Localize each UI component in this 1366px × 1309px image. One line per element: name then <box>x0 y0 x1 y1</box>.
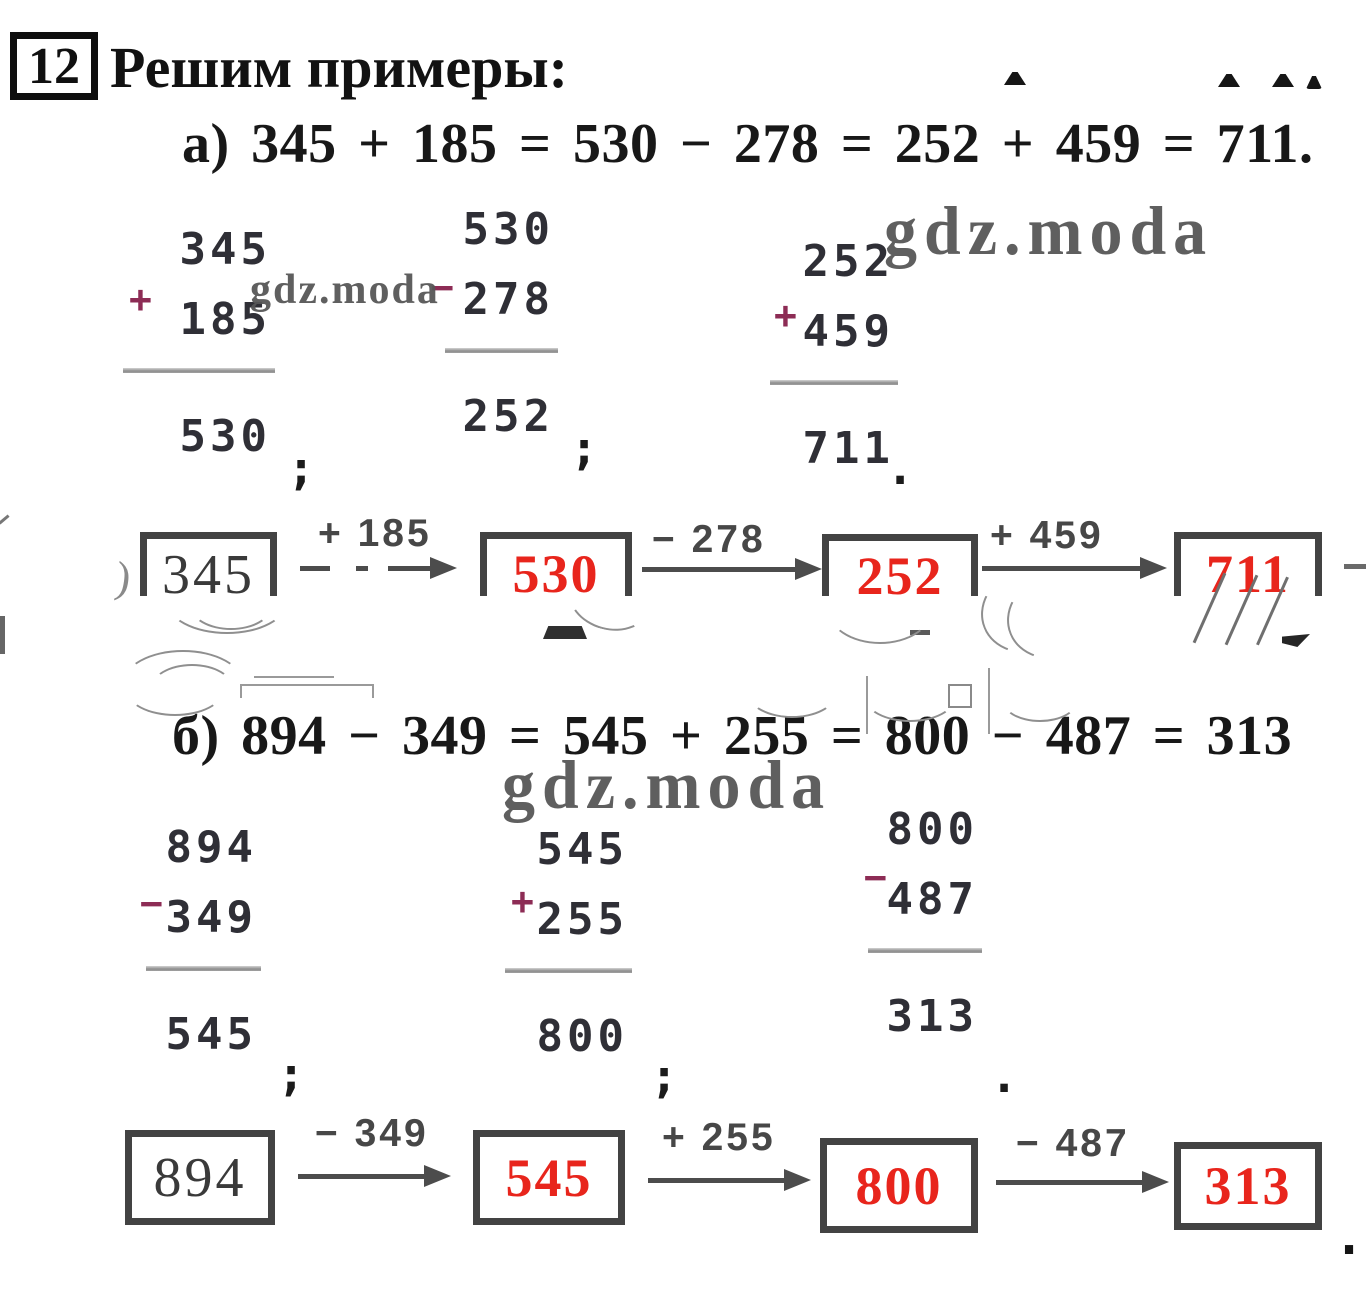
chain-op-label: + 255 <box>662 1116 776 1159</box>
scan-artifact <box>1306 76 1322 89</box>
column-calc-b1: − 894 349 545 ; <box>140 822 305 1098</box>
separator-semicolon: ; <box>277 1047 305 1101</box>
scan-artifact <box>190 582 272 630</box>
arrow-right-icon <box>642 558 822 580</box>
chain-box-start: 894 <box>125 1130 275 1225</box>
chain-value: 313 <box>1204 1156 1292 1216</box>
scan-artifact <box>1344 564 1366 569</box>
problem-number: 12 <box>28 37 80 95</box>
separator-semicolon: ; <box>570 421 598 475</box>
chain-op-label: − 349 <box>315 1112 429 1155</box>
scan-artifact <box>0 514 10 525</box>
column-result: 545 <box>165 1009 257 1060</box>
scan-artifact <box>240 684 374 686</box>
chain-value: 800 <box>855 1155 943 1216</box>
scan-artifact <box>1218 74 1240 87</box>
operand-top: 545 <box>536 824 628 875</box>
arrow-right-icon <box>648 1169 811 1191</box>
scan-artifact <box>330 562 356 574</box>
operand-bottom: 459 <box>802 306 894 357</box>
scan-artifact <box>1001 676 1079 722</box>
operand-top: 345 <box>179 224 271 275</box>
operand-bottom: 255 <box>536 894 628 945</box>
column-calc-a1: + 345 185 530 ; <box>123 224 315 491</box>
minus-operator: − <box>140 881 163 925</box>
chain-op-label: − 278 <box>652 518 766 561</box>
scan-artifact <box>150 664 234 714</box>
equals-rule <box>770 380 898 385</box>
chain-value: 545 <box>505 1147 593 1208</box>
problem-number-box: 12 <box>10 32 98 100</box>
equals-rule <box>146 966 261 971</box>
scan-artifact <box>166 568 288 634</box>
column-result: 800 <box>536 1011 628 1062</box>
scan-artifact <box>910 630 930 635</box>
equation-b: б) 894 − 349 = 545 + 255 = 800 − 487 = 3… <box>172 705 1293 767</box>
operand-bottom: 185 <box>179 294 271 345</box>
operand-top: 894 <box>165 822 257 873</box>
scan-artifact <box>988 668 990 734</box>
separator-period: . <box>990 1049 1018 1103</box>
scan-artifact <box>372 684 374 698</box>
separator-semicolon: ; <box>287 441 315 495</box>
column-calc-a3: + 252 459 711 . <box>770 236 914 491</box>
chain-box-result: 313 <box>1174 1142 1322 1230</box>
scan-artifact <box>864 672 956 722</box>
arrow-right-icon <box>982 557 1167 579</box>
plus-operator: + <box>129 277 152 321</box>
equals-rule <box>505 968 632 973</box>
column-calc-a2: − 530 278 252 ; <box>431 204 598 472</box>
column-result: 530 <box>179 411 271 462</box>
chain-op-label: + 185 <box>318 512 432 555</box>
scan-artifact <box>122 650 244 718</box>
scan-artifact <box>1272 74 1294 87</box>
arrow-right-icon <box>300 557 457 579</box>
plus-operator: + <box>511 879 534 923</box>
column-calc-b3: − 800 487 313 . <box>864 804 1018 1100</box>
scan-artifact <box>368 563 388 573</box>
operand-bottom: 349 <box>165 892 257 943</box>
scan-artifact <box>748 670 836 718</box>
scan-artifact <box>0 616 5 654</box>
chain-box-result: 545 <box>473 1130 625 1225</box>
equals-rule <box>445 348 558 353</box>
chain-value: 894 <box>153 1146 247 1209</box>
minus-operator: − <box>864 855 887 899</box>
column-result: 711 <box>802 423 894 474</box>
scan-artifact <box>826 570 934 644</box>
equals-rule <box>123 368 275 373</box>
operand-top: 530 <box>462 204 554 255</box>
column-calc-b2: + 545 255 800 ; <box>505 824 678 1099</box>
arrow-right-icon <box>996 1171 1169 1193</box>
scan-artifact <box>948 684 972 708</box>
scan-artifact <box>543 626 587 639</box>
scan-artifact <box>866 676 868 734</box>
watermark: gdz.moda <box>250 267 440 313</box>
operand-top: 252 <box>802 236 894 287</box>
separator-semicolon: ; <box>650 1049 678 1103</box>
minus-operator: − <box>431 265 454 309</box>
equation-a: а) 345 + 185 = 530 − 278 = 252 + 459 = 7… <box>182 113 1314 175</box>
chain-value: 530 <box>512 544 600 604</box>
column-result: 313 <box>886 991 978 1042</box>
chain-op-label: + 459 <box>990 514 1104 557</box>
page-title: Решим примеры: <box>110 35 568 100</box>
plus-operator: + <box>774 293 797 337</box>
column-result: 252 <box>462 391 554 442</box>
chain-op-label: − 487 <box>1016 1122 1130 1165</box>
watermark: gdz.moda <box>884 193 1214 270</box>
equals-rule <box>868 948 982 953</box>
operand-bottom: 487 <box>886 874 978 925</box>
chain-box-result: 800 <box>820 1138 978 1233</box>
scan-artifact <box>1004 72 1026 85</box>
operand-bottom: 278 <box>462 274 554 325</box>
separator-period: . <box>886 441 914 495</box>
arrow-right-icon <box>298 1165 451 1187</box>
chain-end-period: . <box>1334 1208 1365 1266</box>
operand-top: 800 <box>886 804 978 855</box>
scan-artifact <box>254 676 334 678</box>
watermark: gdz.moda <box>502 747 832 824</box>
